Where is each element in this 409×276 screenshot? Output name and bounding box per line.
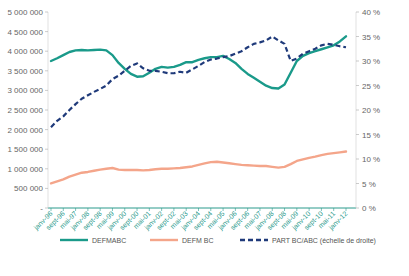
x-tick [173, 208, 174, 211]
legend-swatch [60, 239, 88, 241]
y2-tick-label: 5 % [362, 180, 376, 189]
y-tick [45, 70, 48, 71]
y2-tick [356, 208, 359, 209]
y-tick-label: - [40, 204, 43, 213]
x-tick [247, 208, 248, 211]
y-tick-label: 4 500 000 [7, 28, 43, 37]
x-tick [346, 208, 347, 211]
y2-tick-label: 25 % [362, 82, 380, 91]
x-tick [87, 208, 88, 211]
x-tick [284, 208, 285, 211]
series-line [51, 37, 346, 128]
y2-tick [356, 36, 359, 37]
x-tick [161, 208, 162, 211]
legend-swatch [240, 239, 268, 241]
y-tick [45, 208, 48, 209]
x-tick [51, 208, 52, 211]
y-tick-label: 2 500 000 [7, 106, 43, 115]
y2-tick-label: 30 % [362, 57, 380, 66]
y2-tick [356, 12, 359, 13]
y-tick-label: 4 000 000 [7, 47, 43, 56]
y-tick-label: 3 000 000 [7, 86, 43, 95]
y-tick [45, 31, 48, 32]
y2-tick [356, 159, 359, 160]
x-axis [48, 208, 356, 209]
y2-tick-label: 20 % [362, 106, 380, 115]
y-tick [45, 149, 48, 150]
y2-tick-label: 10 % [362, 155, 380, 164]
y2-tick-label: 35 % [362, 33, 380, 42]
y2-tick [356, 61, 359, 62]
legend-swatch [150, 239, 178, 241]
x-tick [210, 208, 211, 211]
x-tick [223, 208, 224, 211]
y-tick [45, 188, 48, 189]
x-tick [235, 208, 236, 211]
y2-tick-label: 15 % [362, 131, 380, 140]
x-tick [272, 208, 273, 211]
x-tick [149, 208, 150, 211]
y-tick [45, 110, 48, 111]
series-line [51, 36, 346, 88]
legend-label: DEFMABC [92, 237, 126, 244]
x-tick [137, 208, 138, 211]
x-tick [309, 208, 310, 211]
y-tick-label: 1 000 000 [7, 165, 43, 174]
x-tick [259, 208, 260, 211]
y2-tick [356, 110, 359, 111]
x-tick [333, 208, 334, 211]
legend-label: PART BC/ABC (échelle de droite) [272, 237, 376, 245]
series-line [51, 152, 346, 184]
legend-label: DEFM BC [182, 237, 214, 244]
y-tick [45, 168, 48, 169]
y2-tick [356, 134, 359, 135]
y2-tick-label: 0 % [362, 204, 376, 213]
x-tick [100, 208, 101, 211]
x-tick [112, 208, 113, 211]
x-tick-label: janv-12 [327, 210, 350, 233]
plot-area [51, 36, 346, 183]
chart: - 500 000 1 000 000 1 500 000 2 000 000 2 500… [0, 0, 409, 276]
y2-tick [356, 85, 359, 86]
y-tick [45, 90, 48, 91]
y-tick-label: 5 000 000 [7, 8, 43, 17]
x-tick [198, 208, 199, 211]
x-tick [186, 208, 187, 211]
y2-tick [356, 183, 359, 184]
y-tick [45, 12, 48, 13]
y2-tick-label: 40 % [362, 8, 380, 17]
x-tick [296, 208, 297, 211]
y-tick-label: 1 500 000 [7, 145, 43, 154]
y-tick [45, 129, 48, 130]
x-tick [124, 208, 125, 211]
y-tick-label: 3 500 000 [7, 67, 43, 76]
x-tick [75, 208, 76, 211]
x-tick [63, 208, 64, 211]
x-tick [321, 208, 322, 211]
y-tick-label: 500 000 [14, 184, 43, 193]
y-tick [45, 51, 48, 52]
y-tick-label: 2 000 000 [7, 126, 43, 135]
